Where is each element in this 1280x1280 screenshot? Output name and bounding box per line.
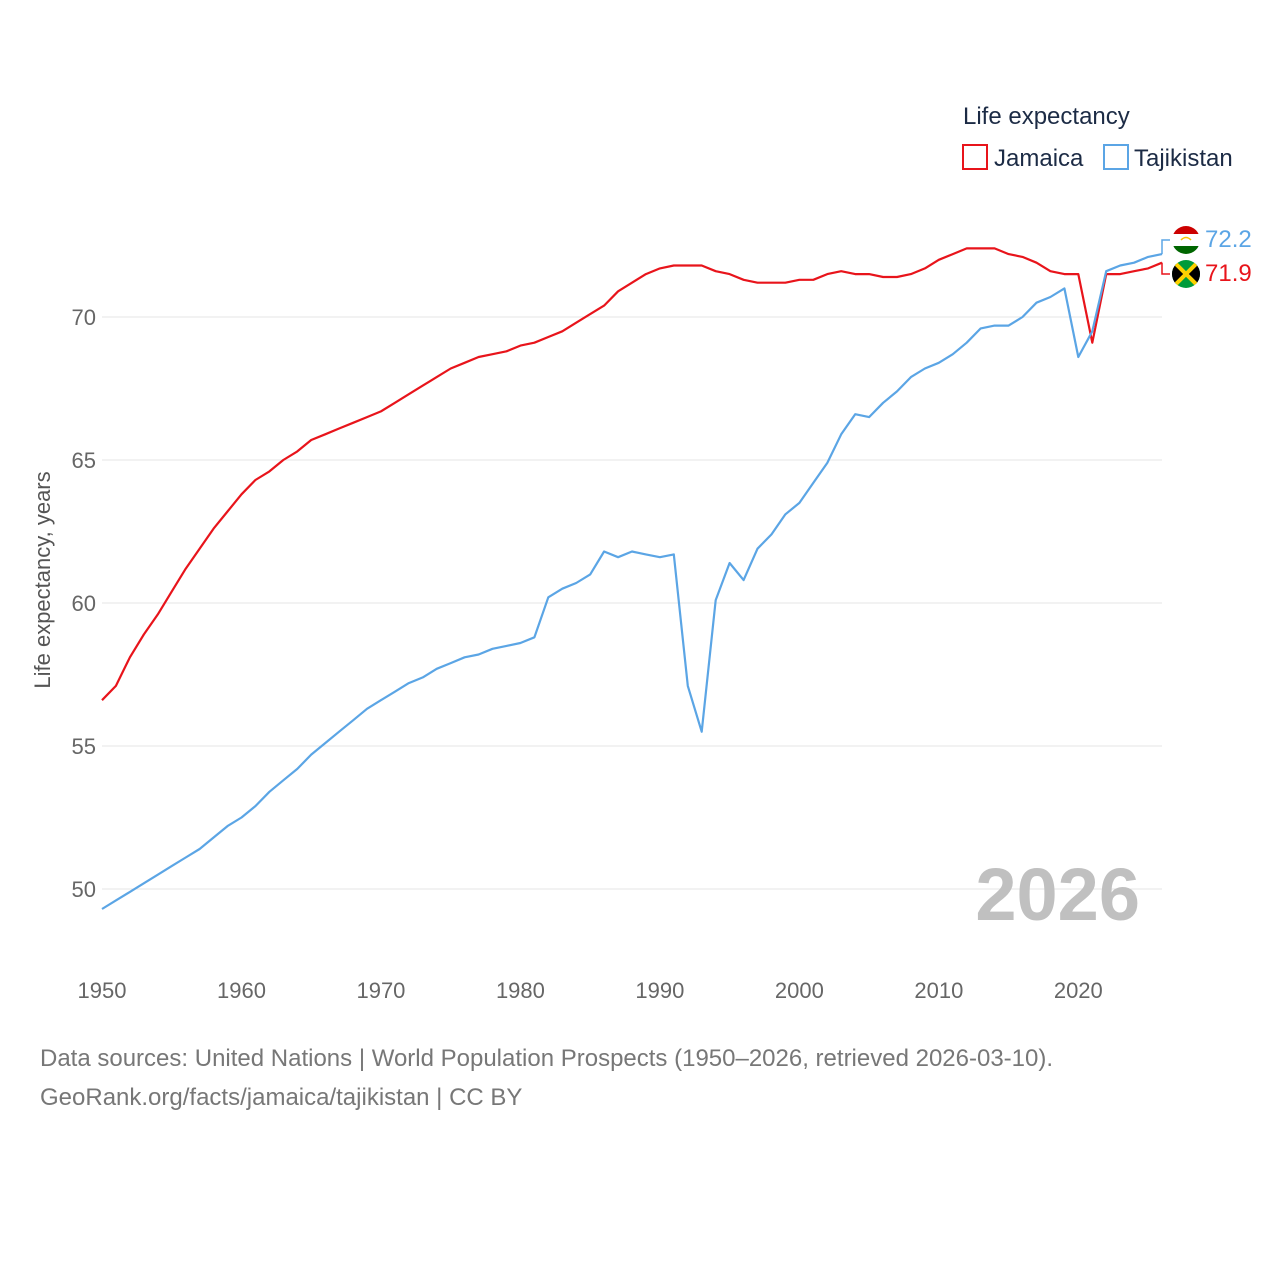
x-tick-label-1970: 1970 <box>356 978 405 1003</box>
legend-label-tajikistan: Tajikistan <box>1134 145 1233 172</box>
end-labels: 72.2 71.9 <box>1161 226 1252 288</box>
x-tick-label-1950: 1950 <box>78 978 127 1003</box>
series-lines <box>101 247 1163 910</box>
y-tick-label-65: 65 <box>72 448 96 473</box>
legend: Life expectancy Jamaica Tajikistan <box>962 103 1233 172</box>
y-tick-label-70: 70 <box>72 305 96 330</box>
x-tick-label-2010: 2010 <box>914 978 963 1003</box>
year-watermark: 2026 <box>975 853 1140 936</box>
jamaica-label-connector <box>1161 262 1170 275</box>
y-axis-ticks: 50 55 60 65 70 <box>72 305 96 902</box>
jamaica-flag-icon <box>1172 260 1200 288</box>
legend-item-jamaica[interactable]: Jamaica <box>962 144 1084 172</box>
tajikistan-end-value: 72.2 <box>1205 226 1252 253</box>
legend-label-jamaica: Jamaica <box>994 145 1084 172</box>
legend-title: Life expectancy <box>963 103 1130 130</box>
footer-link[interactable]: GeoRank.org/facts/jamaica/tajikistan | C… <box>40 1084 523 1111</box>
series-line-jamaica[interactable] <box>101 247 1163 701</box>
x-tick-label-1960: 1960 <box>217 978 266 1003</box>
x-tick-label-1980: 1980 <box>496 978 545 1003</box>
series-line-tajikistan[interactable] <box>101 253 1163 910</box>
tajikistan-flag-icon <box>1172 226 1200 254</box>
y-tick-label-55: 55 <box>72 734 96 759</box>
tajikistan-label-connector <box>1161 239 1170 255</box>
jamaica-end-value: 71.9 <box>1205 260 1252 287</box>
y-tick-label-60: 60 <box>72 591 96 616</box>
grid-lines <box>102 316 1162 890</box>
y-axis-label: Life expectancy, years <box>30 471 55 688</box>
x-tick-label-2000: 2000 <box>775 978 824 1003</box>
y-tick-label-50: 50 <box>72 877 96 902</box>
legend-swatch-tajikistan <box>1103 144 1129 170</box>
x-tick-label-1990: 1990 <box>635 978 684 1003</box>
legend-item-tajikistan[interactable]: Tajikistan <box>1103 144 1233 172</box>
x-axis-ticks: 1950 1960 1970 1980 1990 2000 2010 2020 <box>78 978 1103 1003</box>
legend-swatch-jamaica <box>962 144 988 170</box>
x-tick-label-2020: 2020 <box>1054 978 1103 1003</box>
footer-sources: Data sources: United Nations | World Pop… <box>40 1045 1054 1072</box>
